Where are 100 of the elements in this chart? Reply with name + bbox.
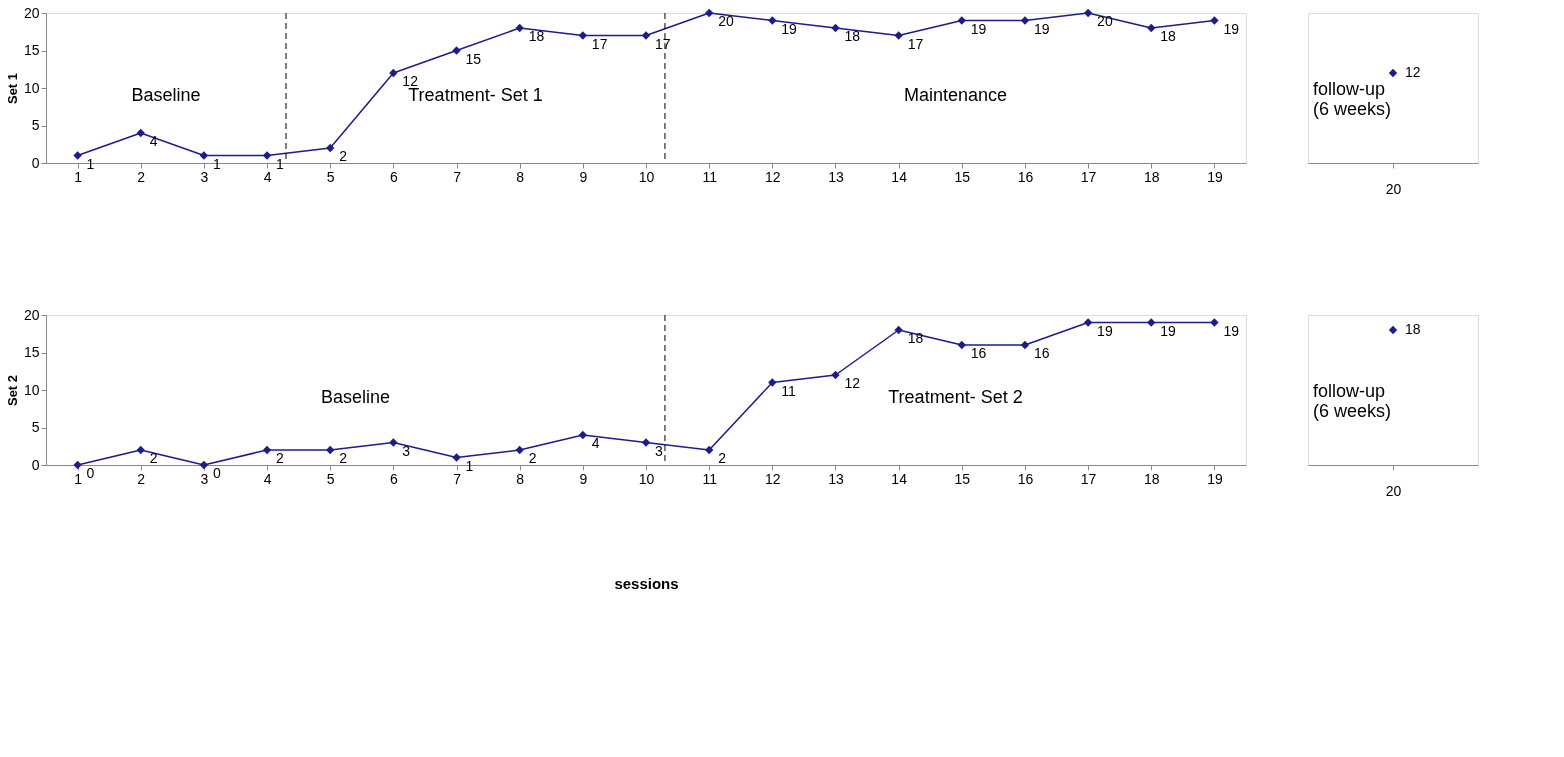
point xyxy=(262,445,272,455)
x-tick-label: 14 xyxy=(891,168,908,185)
point xyxy=(515,445,524,455)
point xyxy=(831,370,840,380)
x-tick-label: 1 xyxy=(74,470,83,487)
point xyxy=(262,151,272,160)
data-label: 1 xyxy=(86,155,95,172)
data-label: 0 xyxy=(212,465,221,481)
data-label: 1 xyxy=(465,457,474,474)
data-label: 19 xyxy=(970,20,987,37)
data-label: 4 xyxy=(149,133,158,149)
data-label: 0 xyxy=(86,465,95,481)
y-tick-label: 5 xyxy=(31,419,40,435)
point xyxy=(1083,318,1093,327)
point xyxy=(1147,23,1156,33)
point xyxy=(1083,8,1093,18)
data-label: 19 xyxy=(1223,322,1240,339)
point xyxy=(389,68,398,78)
point xyxy=(1210,16,1219,25)
data-label: 19 xyxy=(1160,322,1177,339)
point xyxy=(641,31,651,40)
point xyxy=(704,8,714,18)
x-tick-label: 16 xyxy=(1017,168,1034,185)
x-tick-label: 15 xyxy=(954,470,971,487)
annotation: Baseline xyxy=(131,84,201,105)
point xyxy=(704,445,714,455)
data-label: 2 xyxy=(339,148,348,164)
x-tick-label: 5 xyxy=(326,470,335,487)
data-label: 19 xyxy=(1223,20,1240,37)
x-tick-label: 3 xyxy=(200,470,209,487)
x-tick-label: 8 xyxy=(516,168,525,185)
y-tick-label: 0 xyxy=(31,154,40,171)
data-label: 18 xyxy=(1160,28,1177,44)
point xyxy=(831,23,840,33)
point xyxy=(957,16,966,25)
data-label: 4 xyxy=(591,435,600,451)
point xyxy=(199,460,209,470)
data-label: 12 xyxy=(1405,64,1421,80)
point xyxy=(136,128,145,138)
annotation: Treatment- Set 2 xyxy=(888,386,1023,407)
x-tick-label: 12 xyxy=(765,470,781,487)
point xyxy=(894,325,903,335)
y-tick-label: 20 xyxy=(23,306,40,323)
y-tick-label: 5 xyxy=(31,117,40,133)
x-tick-label: 7 xyxy=(453,470,462,487)
point xyxy=(1020,16,1030,25)
y-tick-label: 10 xyxy=(23,381,40,398)
x-tick-label: 17 xyxy=(1080,470,1097,487)
y-tick-label: 15 xyxy=(23,42,40,58)
x-tick-label: 16 xyxy=(1017,470,1034,487)
x-tick-label: 4 xyxy=(263,168,272,185)
data-label: 19 xyxy=(781,20,798,37)
data-label: 3 xyxy=(655,442,663,459)
point xyxy=(1020,340,1030,350)
x-tick-label: 3 xyxy=(200,168,209,185)
data-label: 2 xyxy=(149,450,158,466)
data-label: 2 xyxy=(339,450,348,466)
data-label: 15 xyxy=(465,50,482,67)
x-tick-label: 10 xyxy=(638,470,655,487)
data-label: 20 xyxy=(1097,13,1113,29)
data-label: 12 xyxy=(844,375,861,391)
y-axis-title: Set 1 xyxy=(4,72,20,105)
data-label: 2 xyxy=(528,450,537,466)
x-tick-label: 14 xyxy=(891,470,908,487)
point xyxy=(515,23,524,33)
point xyxy=(894,31,903,40)
x-tick-label: 13 xyxy=(828,470,844,487)
x-tick-label: 11 xyxy=(702,470,718,487)
data-label: 11 xyxy=(781,382,797,399)
data-label: 2 xyxy=(718,450,727,466)
data-label: 17 xyxy=(655,35,671,52)
data-label: 16 xyxy=(1033,345,1050,361)
data-label: 18 xyxy=(528,28,545,44)
y-tick-label: 20 xyxy=(23,4,40,21)
x-tick-label: 11 xyxy=(702,168,718,185)
point xyxy=(578,31,588,40)
x-tick-label: 2 xyxy=(137,470,146,487)
data-label: 1 xyxy=(276,155,285,172)
annotation: follow-up (6 weeks) xyxy=(1313,78,1392,119)
x-tick-label: 15 xyxy=(954,168,971,185)
x-tick-label: 1 xyxy=(74,168,83,185)
point xyxy=(389,438,398,447)
point xyxy=(768,16,777,25)
x-tick-label: 13 xyxy=(828,168,844,185)
point xyxy=(1147,318,1156,327)
x-axis-title: sessions xyxy=(614,574,679,592)
x-tick-label: 5 xyxy=(326,168,335,185)
data-label: 16 xyxy=(970,345,987,361)
point xyxy=(1210,318,1219,327)
x-tick-label: 18 xyxy=(1143,470,1160,487)
x-tick-label: 2 xyxy=(137,168,146,185)
x-tick-label: 7 xyxy=(453,168,462,185)
point xyxy=(957,340,966,350)
y-tick-label: 15 xyxy=(23,344,40,360)
data-label: 18 xyxy=(844,28,861,44)
data-label: 17 xyxy=(591,35,608,52)
x-tick-label: 9 xyxy=(579,168,588,185)
x-tick-label: 19 xyxy=(1207,470,1223,487)
x-tick-label: 19 xyxy=(1207,168,1223,185)
point xyxy=(578,430,588,440)
